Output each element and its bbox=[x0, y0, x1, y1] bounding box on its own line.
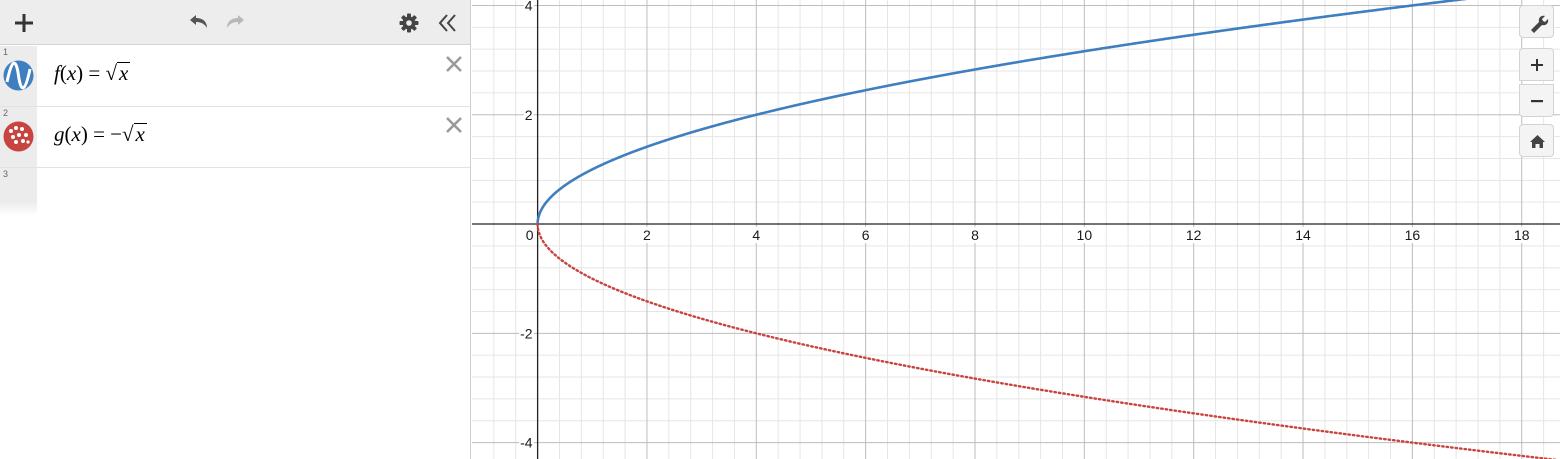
tick-label-background bbox=[1075, 227, 1094, 244]
tick-label-background bbox=[860, 227, 871, 244]
undo-icon bbox=[190, 15, 207, 28]
function-name: f bbox=[54, 61, 60, 85]
tick-label-background bbox=[524, 227, 535, 244]
zoom-in-button[interactable] bbox=[1519, 48, 1554, 81]
series-line-g bbox=[536, 222, 1559, 459]
settings-button[interactable] bbox=[393, 7, 425, 39]
x-tick-label: 8 bbox=[971, 227, 979, 243]
expression-gutter: 2 bbox=[0, 107, 37, 167]
function-variable: x bbox=[66, 61, 77, 85]
tick-label-background bbox=[1184, 227, 1203, 244]
radicand-variable: x bbox=[119, 61, 129, 85]
tick-label-background bbox=[970, 227, 981, 244]
x-tick-label: 10 bbox=[1077, 227, 1093, 243]
plus-icon bbox=[1531, 59, 1543, 71]
expression-index: 2 bbox=[3, 108, 9, 118]
graph-canvas[interactable]: 0 2 4 6 8 10 12 14 16 18 4 2 -2 -4 bbox=[472, 0, 1560, 459]
tick-label-background bbox=[642, 227, 653, 244]
expression-row-2[interactable]: 2 g(x) = −√x bbox=[0, 107, 470, 168]
x-tick-label: 12 bbox=[1186, 227, 1202, 243]
gear-icon bbox=[399, 13, 419, 33]
series-line-f bbox=[536, 0, 1468, 226]
major-gridlines bbox=[472, 0, 1560, 459]
tick-labels: 0 2 4 6 8 10 12 14 16 18 4 2 -2 -4 bbox=[519, 0, 1531, 451]
curves bbox=[536, 0, 1559, 459]
close-icon[interactable] bbox=[443, 53, 465, 75]
expression-index: 1 bbox=[3, 47, 9, 57]
axes bbox=[472, 0, 1560, 459]
plus-icon bbox=[15, 14, 33, 32]
tick-label-background bbox=[519, 434, 534, 451]
tick-label-background bbox=[1294, 227, 1313, 244]
tick-label-background bbox=[1512, 227, 1531, 244]
redo-button[interactable] bbox=[220, 7, 252, 39]
tick-label-background bbox=[751, 227, 762, 244]
sqrt-symbol: √x bbox=[105, 61, 131, 85]
wrench-icon bbox=[1531, 15, 1549, 33]
expression-panel: 1 f(x) = √x 2 g(x) bbox=[0, 0, 471, 459]
expression-gutter: 1 bbox=[0, 46, 37, 106]
undo-button[interactable] bbox=[182, 7, 214, 39]
tick-label-background bbox=[523, 106, 534, 123]
function-variable: x bbox=[71, 122, 81, 146]
y-tick-label: 2 bbox=[525, 107, 533, 123]
y-tick-label: -2 bbox=[520, 325, 533, 341]
x-tick-label: 4 bbox=[752, 227, 760, 243]
new-expression-row[interactable]: 3 bbox=[0, 168, 37, 216]
tick-label-background bbox=[1403, 227, 1422, 244]
graph-settings-button[interactable] bbox=[1519, 5, 1554, 38]
tick-label-background bbox=[523, 0, 534, 14]
x-tick-label: 14 bbox=[1295, 227, 1311, 243]
redo-icon bbox=[227, 15, 244, 28]
expression-row-1[interactable]: 1 f(x) = √x bbox=[0, 46, 470, 107]
double-chevron-left-icon bbox=[438, 14, 456, 32]
negation-sign: − bbox=[110, 122, 123, 146]
minus-icon bbox=[1531, 100, 1543, 103]
home-icon bbox=[1530, 135, 1545, 148]
sqrt-symbol: √x bbox=[122, 122, 147, 146]
expression-toolbar bbox=[0, 0, 470, 45]
y-tick-label: 4 bbox=[525, 0, 533, 13]
radicand-variable: x bbox=[135, 122, 145, 146]
zoom-out-button[interactable] bbox=[1519, 84, 1554, 117]
collapse-panel-button[interactable] bbox=[432, 7, 464, 39]
expression-formula[interactable]: g(x) = −√x bbox=[54, 122, 147, 146]
function-name: g bbox=[54, 122, 65, 146]
wave-icon[interactable] bbox=[3, 60, 34, 91]
x-tick-label: 2 bbox=[643, 227, 651, 243]
x-tick-label: 16 bbox=[1405, 227, 1421, 243]
expression-index: 3 bbox=[3, 169, 9, 179]
dotted-circle-icon[interactable] bbox=[3, 121, 34, 152]
x-tick-label: 0 bbox=[526, 227, 534, 243]
x-tick-label: 6 bbox=[862, 227, 870, 243]
y-tick-label: -4 bbox=[520, 435, 533, 451]
expression-formula[interactable]: f(x) = √x bbox=[54, 61, 131, 85]
tick-label-background bbox=[519, 325, 534, 342]
x-tick-label: 18 bbox=[1514, 227, 1530, 243]
add-expression-button[interactable] bbox=[8, 7, 40, 39]
minor-gridlines bbox=[472, 0, 1560, 459]
default-viewport-button[interactable] bbox=[1519, 124, 1554, 157]
close-icon[interactable] bbox=[443, 114, 465, 136]
